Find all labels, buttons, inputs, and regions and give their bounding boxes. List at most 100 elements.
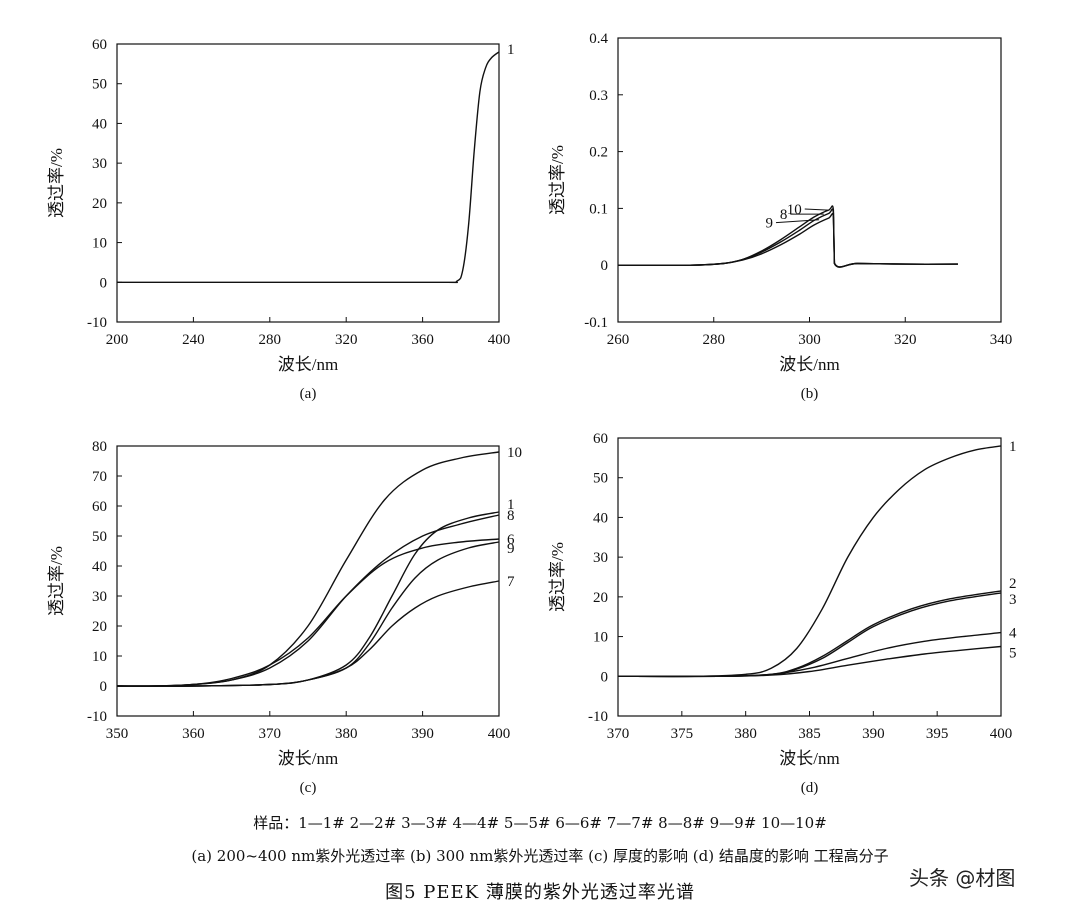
series-line-9 (116, 541, 500, 687)
y-tick-label: 60 (92, 499, 107, 515)
curve-label-8: 8 (507, 508, 515, 524)
watermark-text: 头条 @材图 (905, 862, 1020, 891)
y-tick-label: 10 (92, 236, 107, 252)
panel-c: 350 360 370 380 390 400 -10 0 10 20 30 40 50 60 70 80 波长… (47, 439, 522, 796)
curve-label-9: 9 (507, 541, 515, 557)
y-axis-label: 透过率/% (47, 546, 66, 616)
x-tick-label: 400 (990, 726, 1013, 742)
y-tick-label: 40 (92, 559, 107, 575)
y-tick-label: 60 (593, 431, 608, 447)
x-tick-label: 340 (990, 332, 1013, 348)
plot-frame (617, 437, 1002, 717)
y-tick-label: 50 (593, 471, 608, 487)
curve-label-1: 1 (507, 497, 515, 513)
curve-label-8: 8 (780, 207, 788, 223)
x-tick-label: 300 (798, 332, 821, 348)
y-tick-label: 0.1 (589, 201, 608, 217)
y-axis-label: 透过率/% (548, 542, 567, 612)
y-tick-label: 60 (92, 37, 107, 53)
panel-subtitle: (b) (801, 386, 819, 402)
y-tick-label: 40 (92, 116, 107, 132)
y-tick-label: 10 (593, 630, 608, 646)
panel-subtitle: (a) (300, 386, 317, 402)
y-tick-label: 0.3 (589, 88, 608, 104)
x-tick-label: 390 (411, 726, 434, 742)
x-tick-label: 280 (703, 332, 726, 348)
y-tick-label: 0 (100, 679, 108, 695)
x-tick-label: 395 (926, 726, 949, 742)
y-tick-label: 0 (100, 275, 108, 291)
x-tick-label: 385 (798, 726, 821, 742)
series-line-1 (617, 445, 1002, 678)
plot-frame (617, 37, 1002, 323)
plot-frame (116, 445, 500, 717)
figure-title: 图5 PEEK 薄膜的紫外光透过率光谱 (385, 882, 695, 903)
x-tick-label: 375 (671, 726, 694, 742)
y-tick-label: -0.1 (584, 315, 608, 331)
y-tick-label: 40 (593, 510, 608, 526)
leader-line-10 (804, 208, 829, 211)
x-axis-label: 波长/nm (278, 355, 338, 374)
x-tick-label: 380 (335, 726, 358, 742)
panel-d: 370 375 380 385 390 395 400 -10 0 10 20 30 40 50 60 波长/… (548, 431, 1017, 796)
subfigure-captions: (a) 200~400 nm紫外光透过率 (b) 300 nm紫外光透过率 (c… (191, 847, 889, 865)
leader-line-9 (775, 219, 820, 224)
y-tick-label: 50 (92, 529, 107, 545)
y-axis-label: 透过率/% (47, 148, 66, 218)
y-tick-label: 0.2 (589, 145, 608, 161)
series-line-8 (116, 514, 500, 687)
series-line-10 (116, 451, 500, 687)
x-tick-label: 400 (488, 332, 511, 348)
series-line-1 (117, 51, 500, 284)
curve-label-9: 9 (765, 216, 773, 232)
curve-label-3: 3 (1009, 592, 1017, 608)
y-axis-label: 透过率/% (548, 145, 567, 215)
panel-subtitle: (d) (801, 780, 819, 796)
y-tick-label: -10 (87, 315, 107, 331)
series-line-5 (617, 645, 1002, 678)
panel-a: 200 240 280 320 360 400 -10 0 10 20 30 40 50 60 波长/nm 透… (47, 37, 515, 402)
series-line-1 (116, 511, 500, 687)
x-tick-label: 360 (182, 726, 205, 742)
curve-label-7: 7 (507, 574, 515, 590)
panel-b: 260 280 300 320 340 -0.1 0 0.1 0.2 0.3 0.4 波长/nm 透过率… (548, 31, 1012, 402)
y-tick-label: 80 (92, 439, 107, 455)
x-axis-label: 波长/nm (278, 749, 338, 768)
y-tick-label: 30 (593, 550, 608, 566)
y-tick-label: -10 (588, 709, 608, 725)
series-line-2 (617, 590, 1002, 678)
x-tick-label: 200 (106, 332, 129, 348)
curve-label-10: 10 (787, 202, 802, 218)
x-axis-label: 波长/nm (779, 355, 839, 374)
x-axis-label: 波长/nm (779, 749, 839, 768)
x-tick-label: 280 (259, 332, 282, 348)
sample-legend-caption: 样品：1—1# 2—2# 3—3# 4—4# 5—5# 6—6# 7—7# 8—… (253, 814, 827, 832)
y-tick-label: 50 (92, 77, 107, 93)
plot-frame (116, 43, 500, 323)
x-tick-label: 260 (607, 332, 630, 348)
x-tick-label: 320 (894, 332, 917, 348)
curve-label-4: 4 (1009, 626, 1017, 642)
curve-label-1: 1 (1009, 439, 1017, 455)
y-tick-label: 20 (92, 196, 107, 212)
series-line-6 (116, 538, 500, 687)
y-tick-label: 30 (92, 589, 107, 605)
series-line-3 (617, 592, 1002, 678)
x-tick-label: 350 (106, 726, 129, 742)
y-tick-label: 0 (601, 669, 609, 685)
y-tick-label: 10 (92, 649, 107, 665)
y-tick-label: 0 (601, 258, 609, 274)
series-line-9 (617, 212, 958, 268)
panel-subtitle: (c) (300, 780, 317, 796)
y-tick-label: -10 (87, 709, 107, 725)
x-tick-label: 360 (411, 332, 434, 348)
y-tick-label: 0.4 (589, 31, 608, 47)
series-line-7 (116, 580, 500, 687)
x-tick-label: 400 (488, 726, 511, 742)
x-tick-label: 370 (259, 726, 282, 742)
y-tick-label: 30 (92, 156, 107, 172)
curve-label-5: 5 (1009, 646, 1017, 662)
x-tick-label: 370 (607, 726, 630, 742)
series-line-4 (617, 631, 1002, 678)
x-tick-label: 240 (182, 332, 205, 348)
